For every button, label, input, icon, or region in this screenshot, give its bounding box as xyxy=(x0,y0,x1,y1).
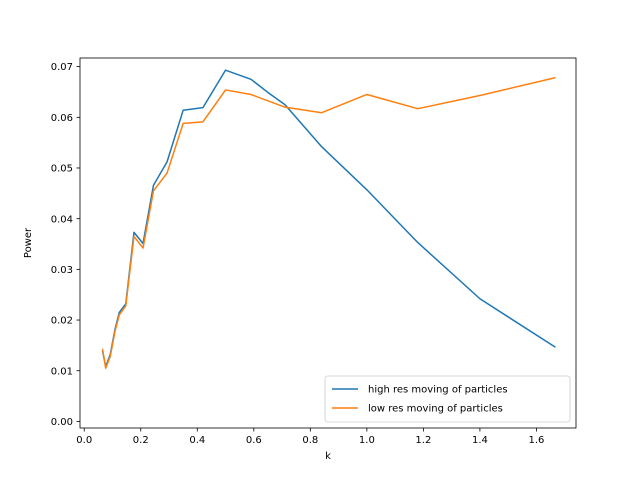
x-tick-label: 1.2 xyxy=(415,435,431,446)
x-axis-label: k xyxy=(325,451,331,462)
y-axis-label: Power xyxy=(23,227,34,258)
y-tick-label: 0.00 xyxy=(51,417,73,428)
y-axis-ticks: 0.00 0.01 0.02 0.03 0.04 0.05 0.06 0.07 xyxy=(51,62,80,428)
y-tick-label: 0.06 xyxy=(51,113,73,124)
legend-label-2: low res moving of particles xyxy=(368,404,503,415)
plot-lines xyxy=(101,69,556,369)
legend: high res moving of particles low res movi… xyxy=(324,375,571,423)
y-tick-label: 0.01 xyxy=(51,366,73,377)
x-tick-label: 0.4 xyxy=(189,435,205,446)
x-tick-label: 0.2 xyxy=(133,435,149,446)
y-tick-label: 0.07 xyxy=(51,62,73,73)
x-tick-label: 1.0 xyxy=(359,435,375,446)
y-tick-label: 0.05 xyxy=(51,164,73,175)
y-tick-label: 0.04 xyxy=(51,214,73,225)
legend-label-1: high res moving of particles xyxy=(368,385,508,396)
series-line-2 xyxy=(101,76,556,369)
x-tick-label: 0.6 xyxy=(246,435,262,446)
legend-box xyxy=(324,375,571,423)
x-tick-label: 0.0 xyxy=(76,435,92,446)
y-tick-label: 0.02 xyxy=(51,316,73,327)
y-tick-label: 0.03 xyxy=(51,265,73,276)
x-tick-label: 0.8 xyxy=(302,435,318,446)
x-tick-label: 1.4 xyxy=(472,435,488,446)
axes-frame xyxy=(79,57,577,429)
x-axis-ticks: 0.0 0.2 0.4 0.6 0.8 1.0 1.2 1.4 1.6 xyxy=(76,428,544,446)
x-tick-label: 1.6 xyxy=(528,435,544,446)
